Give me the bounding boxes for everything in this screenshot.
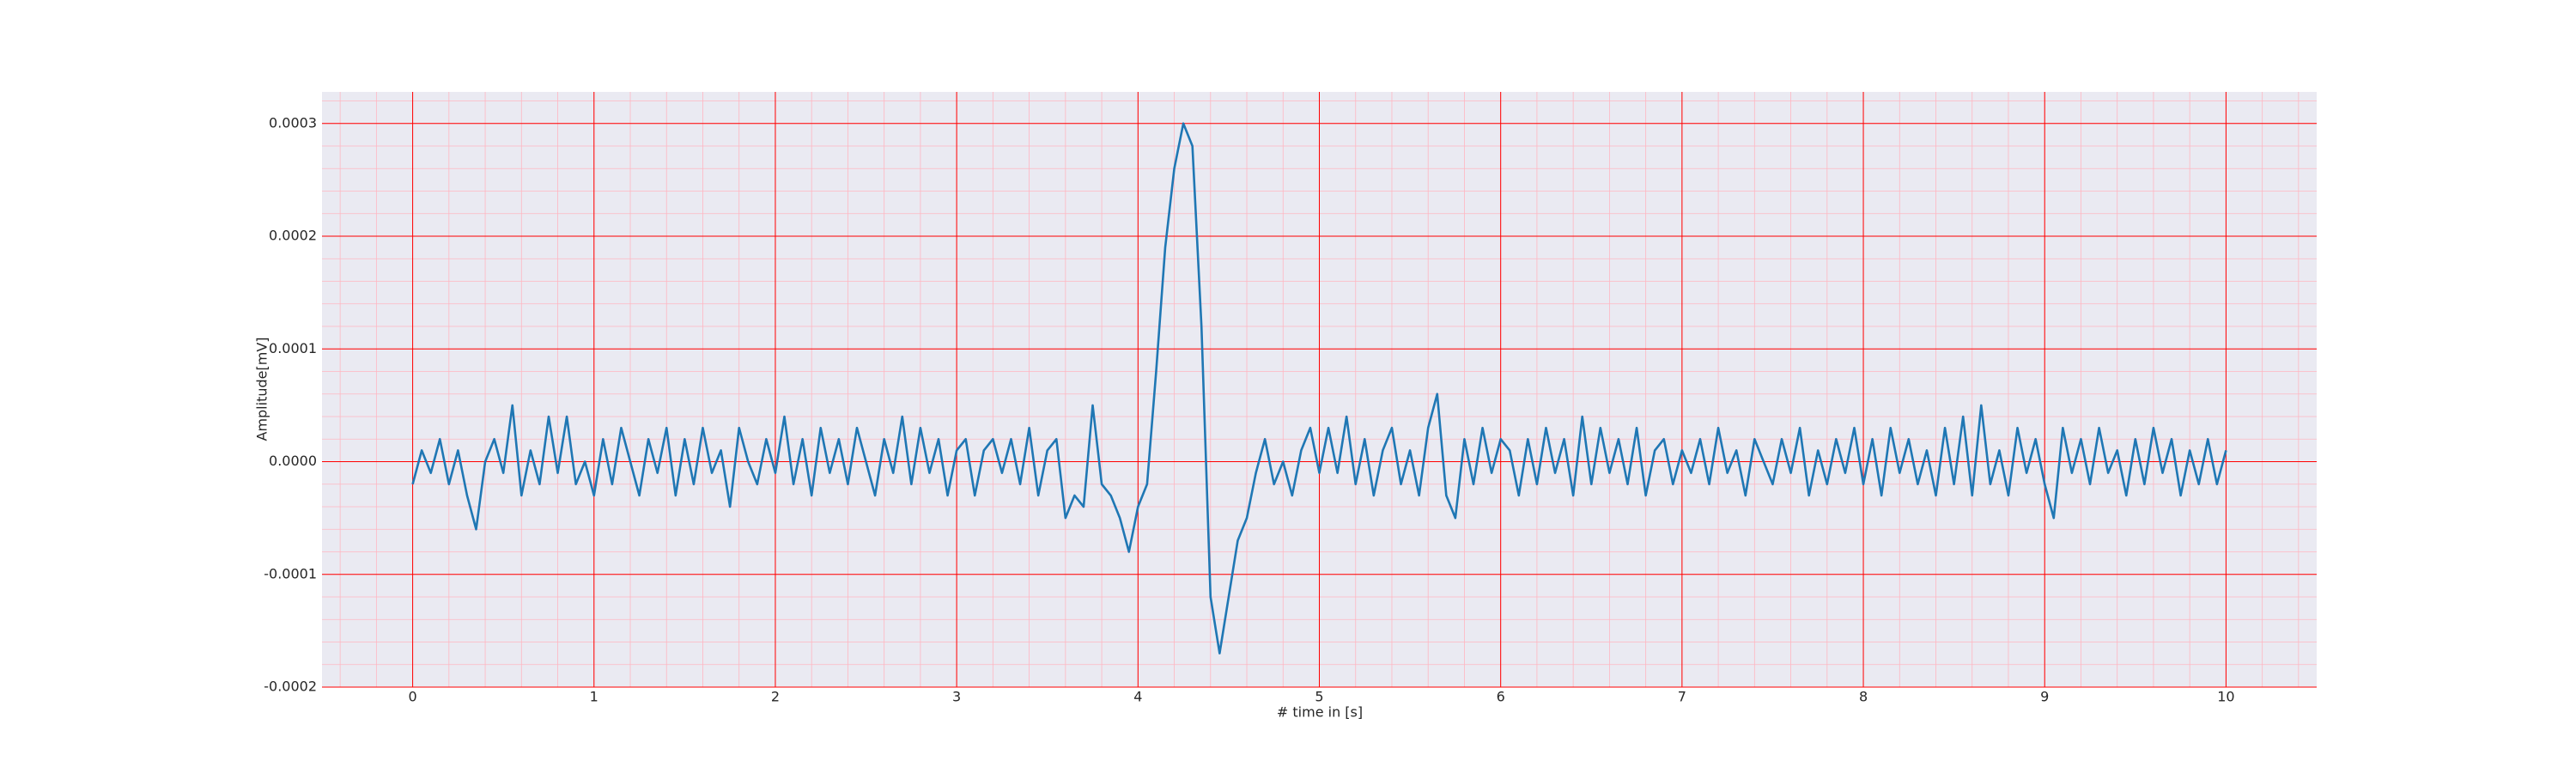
- data-line: [411, 122, 2227, 654]
- x-tick-label: 2: [771, 689, 780, 705]
- y-tick-label: 0.0000: [269, 453, 317, 469]
- y-tick-label: -0.0001: [264, 565, 317, 581]
- y-tick-label: 0.0001: [269, 340, 317, 356]
- x-tick-label: 7: [1678, 689, 1686, 705]
- y-tick-label: 0.0002: [269, 228, 317, 244]
- x-tick-label: 0: [408, 689, 416, 705]
- x-tick-label: 5: [1315, 689, 1323, 705]
- x-tick-label: 1: [590, 689, 598, 705]
- x-tick-label: 9: [2040, 689, 2049, 705]
- x-tick-label: 6: [1497, 689, 1505, 705]
- grid: [322, 92, 2317, 688]
- x-tick-label: 4: [1133, 689, 1142, 705]
- x-tick-label: 10: [2217, 689, 2234, 705]
- y-tick-label: 0.0003: [269, 114, 317, 131]
- x-tick-label: 3: [952, 689, 961, 705]
- y-axis-label: Amplitude[mV]: [254, 337, 270, 441]
- x-tick-label: 8: [1859, 689, 1868, 705]
- x-axis-label: # time in [s]: [1277, 704, 1363, 721]
- y-tick-label: -0.0002: [264, 679, 317, 695]
